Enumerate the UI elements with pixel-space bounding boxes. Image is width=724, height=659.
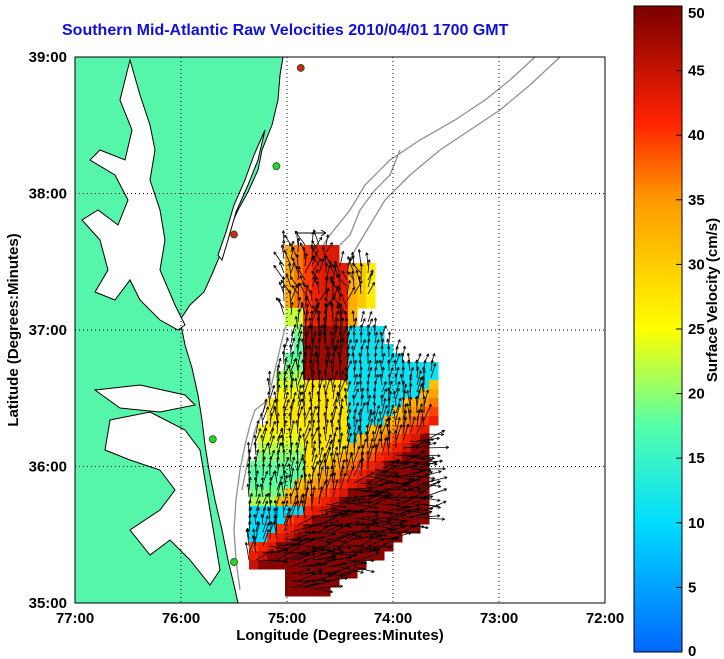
colorbar-tick-label: 5 [688, 579, 696, 596]
colorbar-tick-label: 20 [688, 386, 705, 403]
x-tick-label: 75:00 [268, 610, 306, 627]
x-tick-label: 74:00 [374, 610, 412, 627]
colorbar-tick-label: 25 [688, 321, 705, 338]
y-axis-label: Latitude (Degrees:Minutes) [5, 233, 22, 426]
x-tick-label: 73:00 [480, 610, 518, 627]
x-tick-label: 76:00 [162, 610, 200, 627]
x-tick-label: 72:00 [586, 610, 624, 627]
colorbar-tick-label: 35 [688, 192, 705, 209]
colorbar-tick-label: 15 [688, 450, 705, 467]
grid [75, 57, 605, 603]
colorbar-tick-label: 10 [688, 515, 705, 532]
y-tick-label: 37:00 [29, 322, 67, 339]
albemarle-sound [93, 384, 197, 413]
colorbar-tick-label: 0 [688, 643, 696, 659]
station-marker [230, 230, 238, 239]
colorbar [633, 5, 683, 653]
y-tick-label: 36:00 [29, 459, 67, 476]
x-axis-ticks: 77:00 76:00 75:00 74:00 73:00 72:00 [56, 610, 624, 627]
y-tick-label: 39:00 [29, 49, 67, 66]
y-tick-label: 38:00 [29, 186, 67, 203]
station-markers [208, 64, 305, 566]
plot-frame [74, 56, 606, 604]
pamlico-sound [104, 411, 221, 586]
x-tick-label: 77:00 [56, 610, 94, 627]
coastal-bays [217, 129, 266, 262]
x-axis-label: Longitude (Degrees:Minutes) [236, 627, 444, 644]
velocity-vectors [244, 229, 449, 594]
colorbar-tick-label: 50 [688, 5, 705, 22]
colorbar-label: Surface Velocity (cm/s) [704, 218, 721, 382]
chart-title: Southern Mid-Atlantic Raw Velocities 201… [62, 22, 509, 39]
station-marker [272, 162, 281, 171]
y-tick-label: 35:00 [29, 595, 67, 612]
station-marker [230, 558, 238, 566]
station-marker [296, 64, 305, 72]
colorbar-tick-label: 45 [688, 63, 705, 80]
colorbar-tick-label: 40 [688, 127, 705, 144]
colorbar-tick-label: 30 [688, 256, 705, 273]
station-marker [208, 435, 217, 444]
chesapeake-bay [81, 58, 186, 331]
y-axis-ticks: 39:00 38:00 37:00 36:00 35:00 [29, 49, 67, 612]
